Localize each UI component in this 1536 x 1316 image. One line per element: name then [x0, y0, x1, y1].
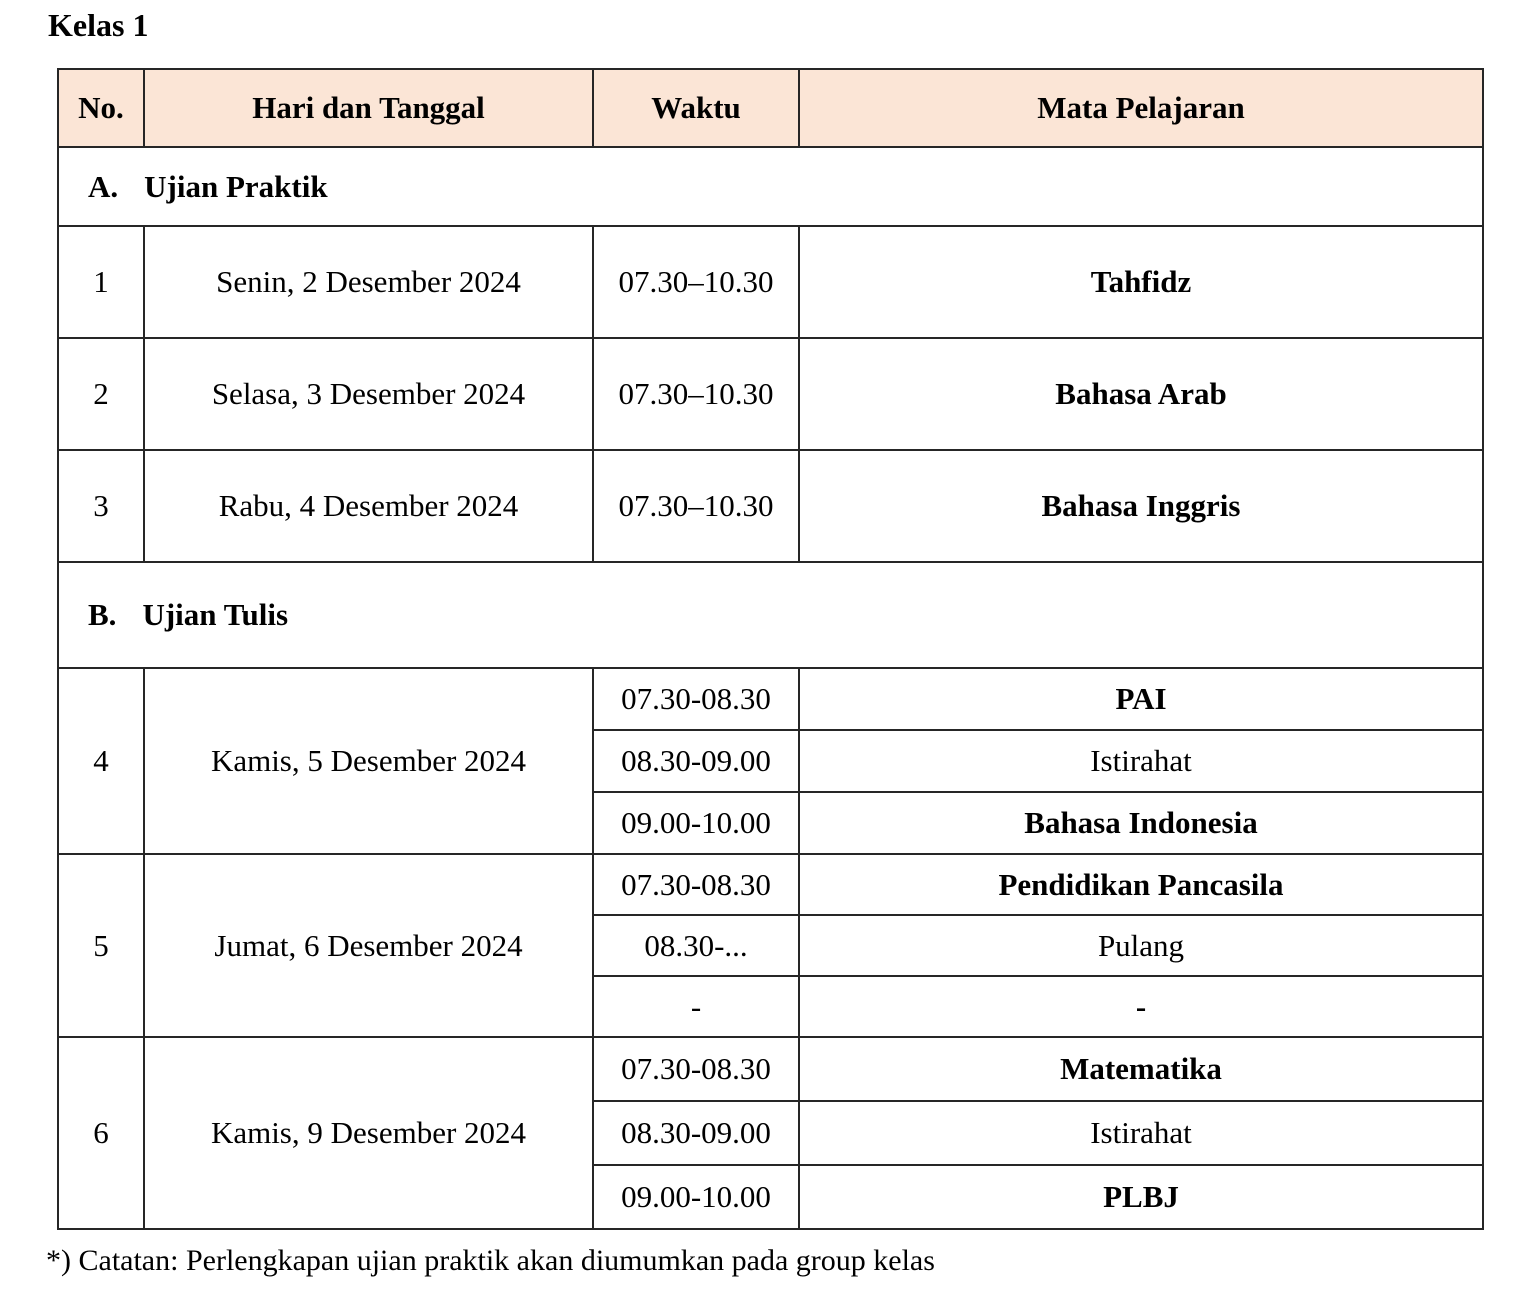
table-row: 09.00-10.00 Bahasa Indonesia	[58, 791, 1484, 856]
table-row: - -	[58, 975, 1484, 1039]
date-cell: Kamis, 9 Desember 2024	[143, 1036, 594, 1231]
time-cell: 07.30-08.30	[592, 853, 800, 917]
table-row: 4 Kamis, 5 Desember 2024 07.30-08.30 PAI	[57, 667, 1484, 856]
row-number-cell: 6	[57, 1036, 145, 1231]
row-number-cell: 2	[57, 337, 145, 452]
page-title: Kelas 1	[48, 7, 149, 43]
date-cell: Kamis, 5 Desember 2024	[143, 667, 594, 856]
subject-cell: -	[798, 975, 1484, 1039]
date-cell: Senin, 2 Desember 2024	[143, 225, 594, 340]
table-header-row: No. Hari dan Tanggal Waktu Mata Pelajara…	[57, 68, 1484, 149]
table-row: 1 Senin, 2 Desember 2024 07.30–10.30 Tah…	[57, 225, 1484, 340]
date-cell: Selasa, 3 Desember 2024	[143, 337, 594, 452]
date-cell: Jumat, 6 Desember 2024	[143, 853, 594, 1039]
date-cell: Rabu, 4 Desember 2024	[143, 449, 594, 564]
time-cell: 07.30-08.30	[592, 667, 800, 732]
footnote: *) Catatan: Perlengkapan ujian praktik a…	[46, 1244, 935, 1278]
column-header-subject: Mata Pelajaran	[798, 68, 1484, 149]
column-header-time: Waktu	[592, 68, 800, 149]
table-row: 5 Jumat, 6 Desember 2024 07.30-08.30 Pen…	[57, 853, 1484, 1039]
table-row: 08.30-09.00 Istirahat	[58, 729, 1484, 794]
time-cell: 08.30-09.00	[592, 729, 800, 794]
row-number-cell: 4	[57, 667, 145, 856]
section-title-cell: B. Ujian Tulis	[57, 561, 1484, 670]
table-row: 6 Kamis, 9 Desember 2024 07.30-08.30 Mat…	[57, 1036, 1484, 1231]
subject-cell: Istirahat	[798, 729, 1484, 794]
time-cell: 07.30-08.30	[592, 1036, 800, 1103]
table-row: 2 Selasa, 3 Desember 2024 07.30–10.30 Ba…	[57, 337, 1484, 452]
row-number-cell: 5	[57, 853, 145, 1039]
subject-cell: Bahasa Indonesia	[798, 791, 1484, 856]
time-cell: 08.30-...	[592, 914, 800, 978]
time-cell: 08.30-09.00	[592, 1100, 800, 1167]
subject-cell: Matematika	[798, 1036, 1484, 1103]
section-label: B.	[88, 597, 117, 633]
section-title-cell: A. Ujian Praktik	[57, 146, 1484, 228]
section-row-written-exam: B. Ujian Tulis	[57, 561, 1484, 670]
subject-cell: Bahasa Inggris	[798, 449, 1484, 564]
row-number-cell: 1	[57, 225, 145, 340]
exam-schedule-table: No. Hari dan Tanggal Waktu Mata Pelajara…	[57, 68, 1484, 1231]
table-row: 08.30-... Pulang	[58, 914, 1484, 978]
table-row: 08.30-09.00 Istirahat	[58, 1100, 1484, 1167]
subject-cell: PAI	[798, 667, 1484, 732]
section-label: A.	[88, 168, 119, 204]
subject-cell: Pulang	[798, 914, 1484, 978]
subject-cell: Tahfidz	[798, 225, 1484, 340]
time-cell: 09.00-10.00	[592, 1164, 800, 1231]
column-header-no: No.	[57, 68, 145, 149]
subject-cell: PLBJ	[798, 1164, 1484, 1231]
table-row: 3 Rabu, 4 Desember 2024 07.30–10.30 Baha…	[57, 449, 1484, 564]
time-cell: -	[592, 975, 800, 1039]
time-cell: 09.00-10.00	[592, 791, 800, 856]
subject-cell: Bahasa Arab	[798, 337, 1484, 452]
subject-cell: Istirahat	[798, 1100, 1484, 1167]
time-cell: 07.30–10.30	[592, 449, 800, 564]
time-cell: 07.30–10.30	[592, 225, 800, 340]
section-title: Ujian Praktik	[144, 168, 328, 204]
section-title: Ujian Tulis	[142, 597, 289, 633]
time-cell: 07.30–10.30	[592, 337, 800, 452]
column-header-date: Hari dan Tanggal	[143, 68, 594, 149]
table-row: 09.00-10.00 PLBJ	[58, 1164, 1484, 1231]
row-number-cell: 3	[57, 449, 145, 564]
section-row-practical-exam: A. Ujian Praktik	[57, 146, 1484, 228]
subject-cell: Pendidikan Pancasila	[798, 853, 1484, 917]
